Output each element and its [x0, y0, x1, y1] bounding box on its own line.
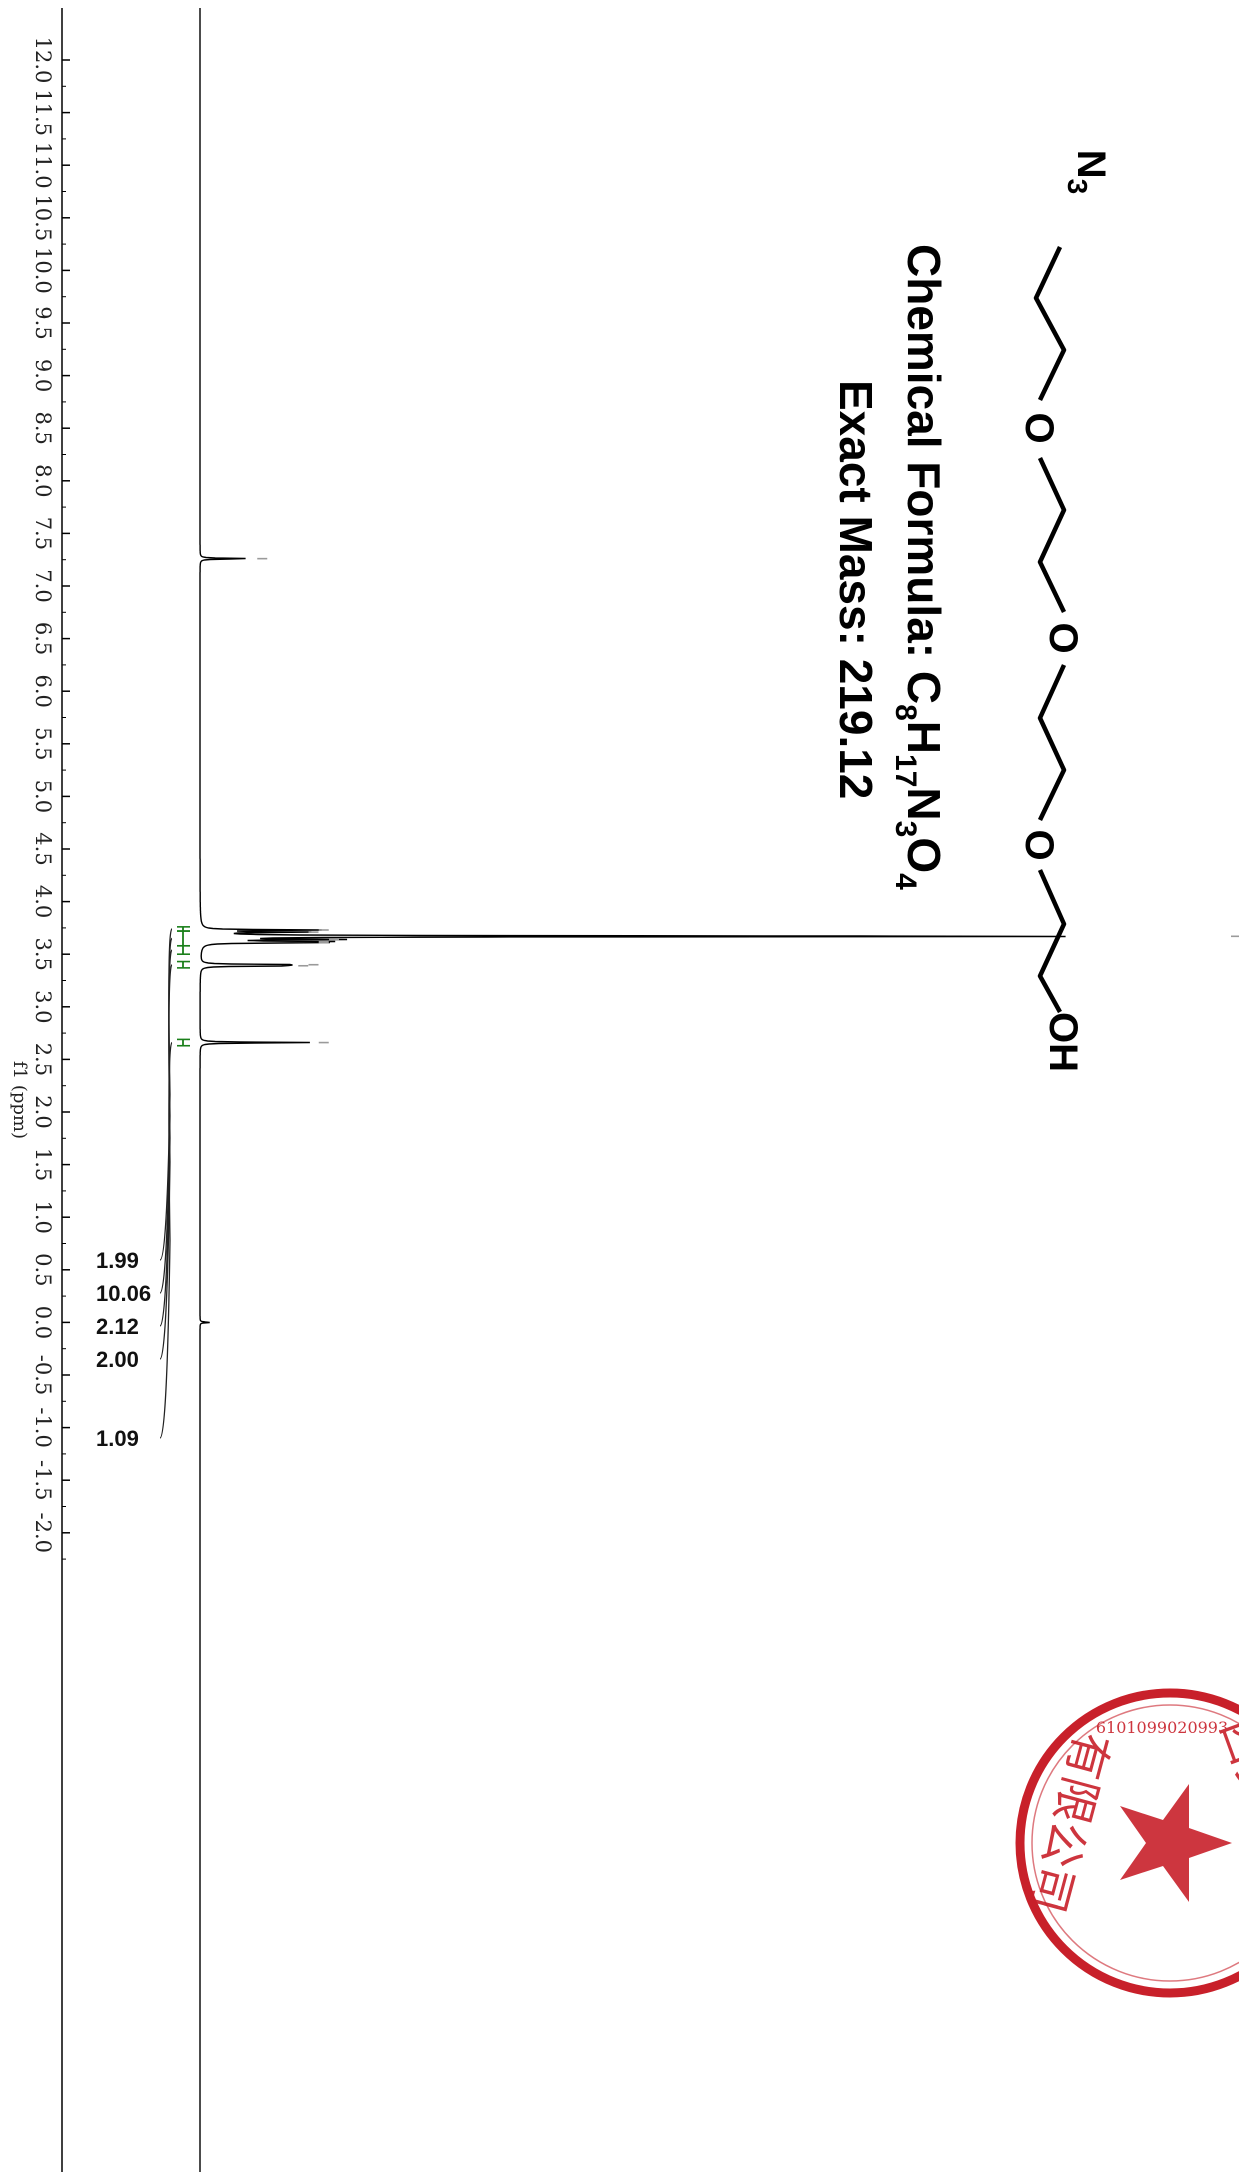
tick-label: 4.5	[31, 832, 55, 865]
tick-label: 6.5	[31, 622, 55, 655]
integral-value-label: 10.06	[96, 1281, 151, 1306]
tick-label: 8.0	[31, 464, 55, 497]
tick-label: 6.0	[31, 674, 55, 707]
integral-regions	[159, 926, 190, 1439]
tick-label: 10.0	[31, 247, 55, 294]
tick-label: 5.5	[31, 727, 55, 760]
oxygen-1-label: O	[1017, 412, 1061, 443]
n3-subscript: 3	[1062, 179, 1093, 195]
oxygen-2-label: O	[1041, 622, 1085, 653]
integral-value-label: 1.99	[96, 1248, 139, 1273]
integral-leader-line	[159, 964, 173, 1360]
label-n3: N3	[1062, 150, 1113, 194]
exact-mass: Exact Mass: 219.12	[830, 380, 882, 799]
svg-text:N3: N3	[1062, 150, 1113, 194]
chemical-structure: N3 O O O OH Chemical Formula: C8H17N3O4 …	[830, 150, 1113, 1072]
tick-label: 0.5	[31, 1253, 55, 1286]
hydroxyl-label: OH	[1041, 1012, 1085, 1072]
seal-bottom-text: 有限公司	[1020, 1727, 1120, 1919]
tick-label: 1.5	[31, 1148, 55, 1181]
tick-label: -1.5	[31, 1460, 55, 1501]
tick-label: 8.5	[31, 411, 55, 444]
tick-label: 1.0	[31, 1200, 55, 1233]
tick-label: -1.0	[31, 1407, 55, 1448]
tick-label: 3.5	[31, 937, 55, 970]
tick-label: 9.0	[31, 359, 55, 392]
n3-atom: N	[1069, 150, 1113, 179]
red-company-seal-icon: 西安积学 有限公司 6101099020993	[1015, 1688, 1239, 1998]
spectrum-line	[199, 8, 1066, 2172]
tick-label: 5.0	[31, 780, 55, 813]
seal-code: 6101099020993	[1096, 1718, 1228, 1737]
integral-value-label: 2.12	[96, 1314, 139, 1339]
integral-value-label: 1.09	[96, 1426, 139, 1451]
peak-markers	[257, 557, 1239, 1044]
integral-labels: 1.99 10.06 2.12 2.00 1.09	[96, 1248, 151, 1451]
tick-label: -2.0	[31, 1513, 55, 1554]
tick-label: 2.5	[31, 1043, 55, 1076]
tick-label: 0.0	[31, 1306, 55, 1339]
tick-label: 11.0	[31, 142, 55, 189]
tick-label: 7.0	[31, 569, 55, 602]
x-axis-ticks: 12.0 11.5 11.0 10.5 10.0 9.5 9.0 8.5 8.0 7.5 7.0 6.…	[31, 37, 70, 1560]
tick-label: -0.5	[31, 1355, 55, 1396]
seal-top-text: 西安积学	[1210, 1710, 1239, 1901]
integral-value-label: 2.00	[96, 1347, 139, 1372]
oxygen-3-label: O	[1017, 829, 1061, 860]
tick-label: 4.0	[31, 885, 55, 918]
tick-label: 10.5	[31, 194, 55, 241]
tick-label: 12.0	[31, 37, 55, 84]
spectrum-line-group	[199, 8, 1066, 2172]
tick-label: 3.0	[31, 990, 55, 1023]
tick-label: 9.5	[31, 306, 55, 339]
chemical-formula: Chemical Formula: C8H17N3O4	[889, 244, 950, 890]
structure-bonds	[1033, 246, 1067, 1014]
tick-label: 7.5	[31, 517, 55, 550]
integral-leader-line	[159, 1041, 173, 1439]
tick-label: 2.0	[31, 1095, 55, 1128]
x-axis-title: f1 (ppm)	[9, 1061, 30, 1139]
tick-label: 11.5	[31, 89, 55, 136]
